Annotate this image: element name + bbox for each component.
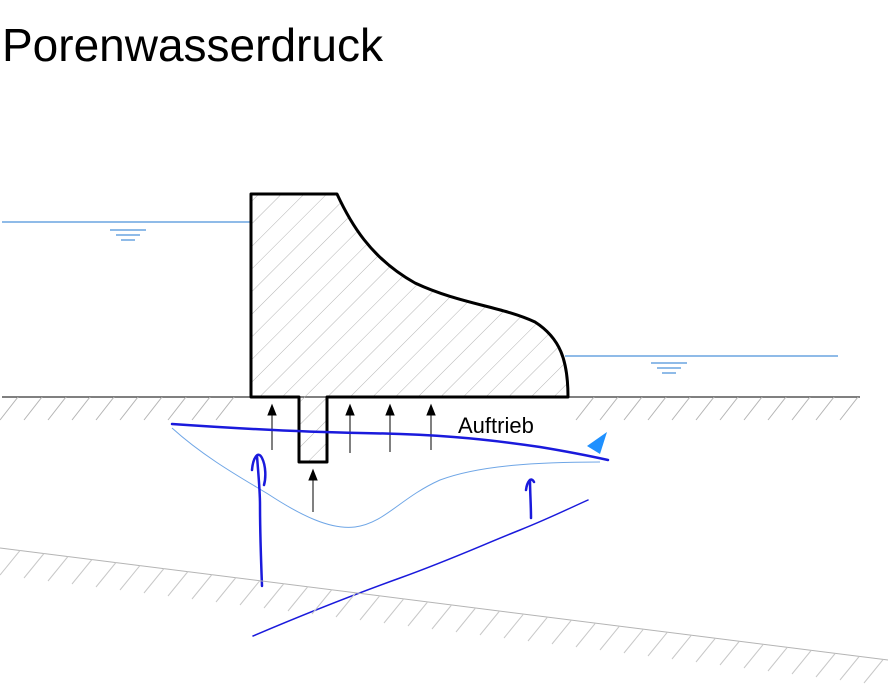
bedrock-surface xyxy=(0,547,888,684)
pressure-line-sketch xyxy=(170,422,610,462)
downstream-water xyxy=(565,355,838,374)
uplift-arrow xyxy=(426,403,436,450)
upstream-water xyxy=(2,221,250,241)
uplift-arrows xyxy=(267,403,436,512)
uplift-arrow xyxy=(385,403,395,452)
water-level-icon xyxy=(651,362,687,374)
uplift-arrow xyxy=(267,403,277,450)
hand-arrow-right xyxy=(524,478,536,520)
seepage-curve-sketch xyxy=(171,427,601,528)
hand-arrow-left xyxy=(250,453,267,588)
uplift-arrow xyxy=(345,403,355,453)
page-title: Porenwasserdruck xyxy=(2,19,383,71)
triangle-marker-icon xyxy=(587,432,607,454)
water-level-icon xyxy=(110,229,146,241)
uplift-label: Auftrieb xyxy=(458,413,534,438)
uplift-arrow xyxy=(308,468,318,512)
dam-body xyxy=(249,192,570,464)
rock-boundary-sketch xyxy=(252,499,589,637)
